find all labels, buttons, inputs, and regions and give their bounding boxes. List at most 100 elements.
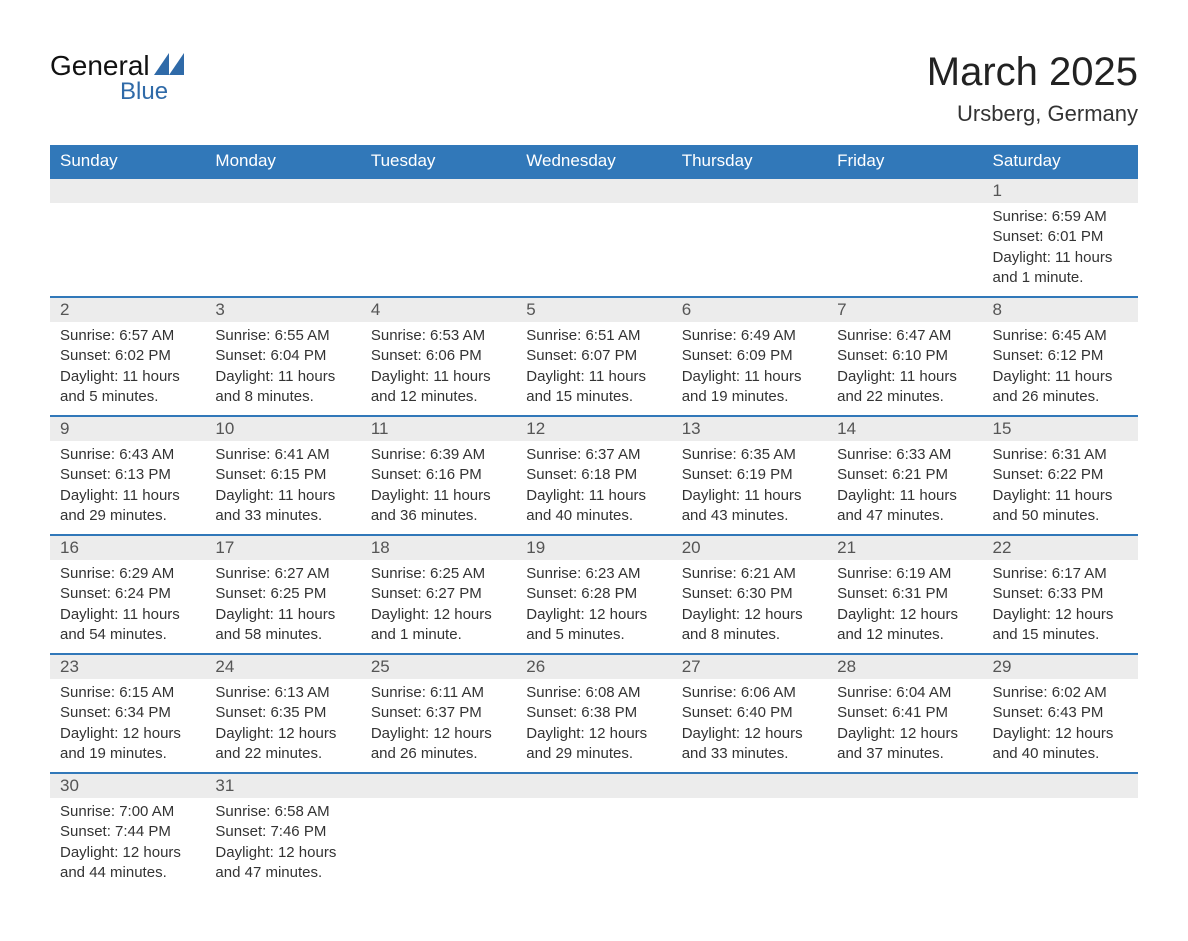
sunrise-text: Sunrise: 6:23 AM <box>526 564 661 584</box>
sunrise-text: Sunrise: 6:43 AM <box>60 445 195 465</box>
sunset-text: Sunset: 6:24 PM <box>60 584 195 604</box>
sunset-text: Sunset: 6:25 PM <box>215 584 350 604</box>
sunrise-text: Sunrise: 6:29 AM <box>60 564 195 584</box>
sunrise-text: Sunrise: 6:55 AM <box>215 326 350 346</box>
day-detail-cell: Sunrise: 6:27 AMSunset: 6:25 PMDaylight:… <box>205 560 360 654</box>
sunset-text: Sunset: 6:02 PM <box>60 346 195 366</box>
weekday-header: Thursday <box>672 145 827 178</box>
daylight2-text: and 43 minutes. <box>682 506 817 526</box>
day-number-cell: 13 <box>672 416 827 441</box>
day-number-cell: 9 <box>50 416 205 441</box>
day-number-cell: 31 <box>205 773 360 798</box>
day-detail-cell: Sunrise: 6:11 AMSunset: 6:37 PMDaylight:… <box>361 679 516 773</box>
day-detail-cell: Sunrise: 6:57 AMSunset: 6:02 PMDaylight:… <box>50 322 205 416</box>
day-number-cell: 26 <box>516 654 671 679</box>
day-detail-cell: Sunrise: 6:15 AMSunset: 6:34 PMDaylight:… <box>50 679 205 773</box>
day-detail-cell: Sunrise: 6:25 AMSunset: 6:27 PMDaylight:… <box>361 560 516 654</box>
sunrise-text: Sunrise: 6:45 AM <box>993 326 1128 346</box>
day-detail-cell: Sunrise: 6:49 AMSunset: 6:09 PMDaylight:… <box>672 322 827 416</box>
daylight2-text: and 47 minutes. <box>837 506 972 526</box>
day-number-cell: 8 <box>983 297 1138 322</box>
sunrise-text: Sunrise: 6:41 AM <box>215 445 350 465</box>
sunrise-text: Sunrise: 6:57 AM <box>60 326 195 346</box>
daylight2-text: and 54 minutes. <box>60 625 195 645</box>
sunset-text: Sunset: 6:31 PM <box>837 584 972 604</box>
title-block: March 2025 Ursberg, Germany <box>927 50 1138 127</box>
daylight1-text: Daylight: 11 hours <box>60 605 195 625</box>
sunset-text: Sunset: 6:06 PM <box>371 346 506 366</box>
daylight1-text: Daylight: 11 hours <box>837 367 972 387</box>
daylight2-text: and 15 minutes. <box>993 625 1128 645</box>
weekday-row: Sunday Monday Tuesday Wednesday Thursday… <box>50 145 1138 178</box>
title-location: Ursberg, Germany <box>927 101 1138 127</box>
weekday-header: Friday <box>827 145 982 178</box>
day-detail-cell: Sunrise: 6:45 AMSunset: 6:12 PMDaylight:… <box>983 322 1138 416</box>
day-number-cell: 12 <box>516 416 671 441</box>
daylight1-text: Daylight: 11 hours <box>682 486 817 506</box>
day-detail-cell: Sunrise: 6:37 AMSunset: 6:18 PMDaylight:… <box>516 441 671 535</box>
title-month: March 2025 <box>927 50 1138 95</box>
day-detail-cell: Sunrise: 6:33 AMSunset: 6:21 PMDaylight:… <box>827 441 982 535</box>
day-detail-cell: Sunrise: 6:58 AMSunset: 7:46 PMDaylight:… <box>205 798 360 891</box>
daylight1-text: Daylight: 11 hours <box>371 367 506 387</box>
daylight1-text: Daylight: 12 hours <box>682 605 817 625</box>
day-number-cell <box>50 178 205 203</box>
day-number-cell: 15 <box>983 416 1138 441</box>
sunset-text: Sunset: 6:35 PM <box>215 703 350 723</box>
day-number-cell <box>205 178 360 203</box>
day-detail-cell: Sunrise: 6:02 AMSunset: 6:43 PMDaylight:… <box>983 679 1138 773</box>
day-number-cell <box>827 773 982 798</box>
sunrise-text: Sunrise: 6:08 AM <box>526 683 661 703</box>
day-detail-cell: Sunrise: 6:53 AMSunset: 6:06 PMDaylight:… <box>361 322 516 416</box>
logo: General Blue <box>50 50 184 106</box>
daylight2-text: and 12 minutes. <box>371 387 506 407</box>
sunset-text: Sunset: 6:09 PM <box>682 346 817 366</box>
daylight1-text: Daylight: 12 hours <box>60 843 195 863</box>
day-detail-cell: Sunrise: 6:19 AMSunset: 6:31 PMDaylight:… <box>827 560 982 654</box>
daylight1-text: Daylight: 12 hours <box>215 843 350 863</box>
sunrise-text: Sunrise: 6:13 AM <box>215 683 350 703</box>
daylight1-text: Daylight: 12 hours <box>371 605 506 625</box>
sunrise-text: Sunrise: 6:33 AM <box>837 445 972 465</box>
day-detail-cell <box>672 203 827 297</box>
daylight1-text: Daylight: 12 hours <box>215 724 350 744</box>
daylight1-text: Daylight: 12 hours <box>60 724 195 744</box>
daylight2-text: and 8 minutes. <box>682 625 817 645</box>
weekday-header: Saturday <box>983 145 1138 178</box>
sunrise-text: Sunrise: 6:11 AM <box>371 683 506 703</box>
day-number-cell: 4 <box>361 297 516 322</box>
daylight1-text: Daylight: 11 hours <box>215 367 350 387</box>
day-number-cell: 16 <box>50 535 205 560</box>
sunrise-text: Sunrise: 6:51 AM <box>526 326 661 346</box>
day-number-cell: 21 <box>827 535 982 560</box>
daylight1-text: Daylight: 12 hours <box>682 724 817 744</box>
sunrise-text: Sunrise: 6:27 AM <box>215 564 350 584</box>
sunrise-text: Sunrise: 6:15 AM <box>60 683 195 703</box>
daylight2-text: and 22 minutes. <box>837 387 972 407</box>
daylight1-text: Daylight: 11 hours <box>526 486 661 506</box>
day-number-cell: 23 <box>50 654 205 679</box>
sunrise-text: Sunrise: 6:49 AM <box>682 326 817 346</box>
day-detail-cell: Sunrise: 6:17 AMSunset: 6:33 PMDaylight:… <box>983 560 1138 654</box>
detail-row: Sunrise: 6:15 AMSunset: 6:34 PMDaylight:… <box>50 679 1138 773</box>
day-detail-cell <box>50 203 205 297</box>
daylight2-text: and 33 minutes. <box>682 744 817 764</box>
daylight2-text: and 40 minutes. <box>526 506 661 526</box>
day-number-cell: 30 <box>50 773 205 798</box>
sunrise-text: Sunrise: 6:58 AM <box>215 802 350 822</box>
day-detail-cell: Sunrise: 6:47 AMSunset: 6:10 PMDaylight:… <box>827 322 982 416</box>
day-detail-cell: Sunrise: 6:41 AMSunset: 6:15 PMDaylight:… <box>205 441 360 535</box>
sunset-text: Sunset: 6:30 PM <box>682 584 817 604</box>
daylight1-text: Daylight: 12 hours <box>371 724 506 744</box>
daylight1-text: Daylight: 12 hours <box>837 605 972 625</box>
day-detail-cell: Sunrise: 6:43 AMSunset: 6:13 PMDaylight:… <box>50 441 205 535</box>
sunset-text: Sunset: 6:16 PM <box>371 465 506 485</box>
daynum-row: 9101112131415 <box>50 416 1138 441</box>
day-number-cell <box>983 773 1138 798</box>
day-detail-cell: Sunrise: 6:51 AMSunset: 6:07 PMDaylight:… <box>516 322 671 416</box>
day-number-cell <box>361 178 516 203</box>
daylight1-text: Daylight: 11 hours <box>371 486 506 506</box>
daylight2-text: and 8 minutes. <box>215 387 350 407</box>
sunset-text: Sunset: 7:46 PM <box>215 822 350 842</box>
day-detail-cell: Sunrise: 6:31 AMSunset: 6:22 PMDaylight:… <box>983 441 1138 535</box>
